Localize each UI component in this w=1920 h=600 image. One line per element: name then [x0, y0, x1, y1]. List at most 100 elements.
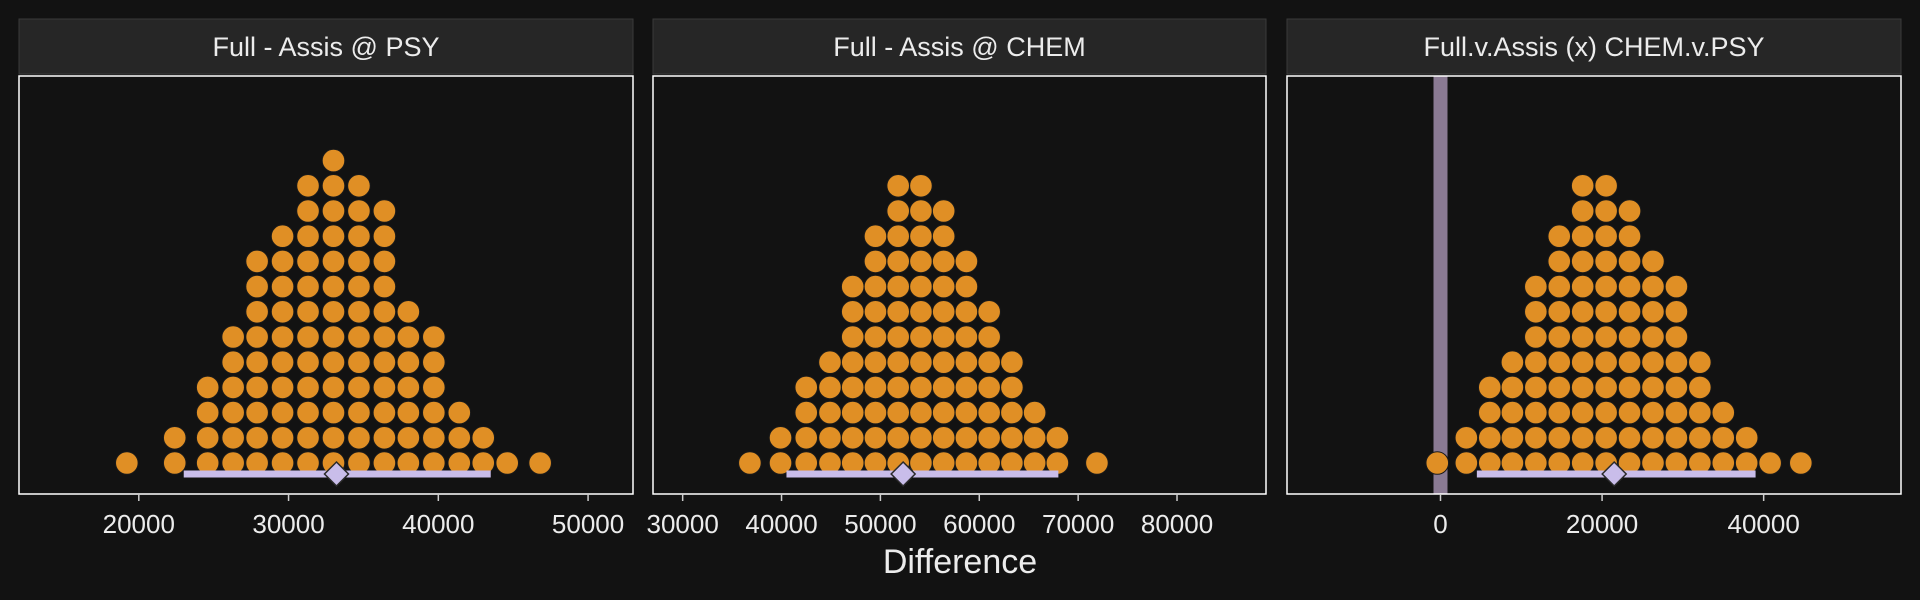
- dot: [1617, 224, 1642, 248]
- dot: [954, 426, 979, 450]
- dot: [977, 350, 1001, 375]
- dot: [1547, 325, 1572, 349]
- dot: [1688, 400, 1712, 425]
- dot: [296, 426, 320, 450]
- dot: [1617, 199, 1642, 223]
- dot: [818, 400, 842, 425]
- dot: [818, 375, 842, 400]
- dot: [245, 400, 269, 425]
- dot: [195, 375, 220, 400]
- dot: [863, 400, 888, 425]
- dot: [1477, 426, 1502, 450]
- dot: [270, 224, 295, 248]
- point-estimate-marker: [323, 460, 350, 488]
- dot: [909, 400, 933, 425]
- dot: [1425, 451, 1450, 475]
- dot: [321, 426, 346, 450]
- dot: [794, 375, 819, 400]
- dot: [977, 375, 1001, 400]
- dot: [1570, 350, 1595, 375]
- dot: [909, 249, 933, 274]
- dot: [1641, 300, 1665, 324]
- dot: [886, 375, 911, 400]
- dot: [1570, 224, 1595, 248]
- dot: [422, 350, 446, 375]
- dot: [768, 451, 793, 475]
- dot: [931, 350, 956, 375]
- dot: [372, 274, 397, 299]
- dot: [886, 174, 911, 198]
- x-tick-label: 0: [1433, 509, 1447, 539]
- panel-border: [652, 75, 1267, 495]
- dot: [372, 249, 397, 274]
- dot: [794, 400, 819, 425]
- dot: [909, 325, 933, 349]
- dot: [528, 451, 552, 475]
- dot: [954, 325, 979, 349]
- dot: [347, 199, 371, 223]
- dot: [195, 426, 220, 450]
- dot: [1789, 451, 1813, 475]
- dot: [245, 249, 269, 274]
- dot: [471, 426, 496, 450]
- dot: [931, 274, 956, 299]
- dot: [886, 350, 911, 375]
- dot: [1617, 350, 1642, 375]
- dot: [1594, 199, 1618, 223]
- dot: [768, 426, 793, 450]
- dot: [1524, 350, 1548, 375]
- dot: [886, 300, 911, 324]
- dot: [909, 224, 933, 248]
- dot: [1000, 400, 1024, 425]
- dot: [321, 224, 346, 248]
- panel-border: [18, 75, 634, 495]
- zero-reference-line: [1433, 76, 1448, 494]
- dot: [1500, 400, 1525, 425]
- dot: [863, 224, 888, 248]
- dot: [954, 249, 979, 274]
- dot: [422, 325, 446, 349]
- x-tick-label: 40000: [1728, 509, 1800, 539]
- dot: [270, 426, 295, 450]
- facet-panel: Full - Assis @ PSY 20000 30000 40000 50000: [18, 18, 634, 539]
- x-tick-label: 50000: [844, 509, 916, 539]
- dot: [221, 350, 245, 375]
- dot: [296, 224, 320, 248]
- dot: [396, 426, 421, 450]
- x-tick-label: 50000: [552, 509, 624, 539]
- dot: [195, 400, 220, 425]
- dot: [372, 325, 397, 349]
- x-axis-title: Difference: [883, 543, 1037, 581]
- dot: [321, 350, 346, 375]
- dot: [931, 325, 956, 349]
- dot: [1641, 375, 1665, 400]
- dot: [1524, 300, 1548, 324]
- dot: [396, 375, 421, 400]
- dot: [1022, 400, 1047, 425]
- dot: [840, 325, 865, 349]
- dot: [245, 274, 269, 299]
- dot: [1000, 426, 1024, 450]
- dot: [296, 274, 320, 299]
- x-tick-label: 40000: [402, 509, 474, 539]
- dot: [321, 375, 346, 400]
- dot: [977, 400, 1001, 425]
- dot: [1617, 274, 1642, 299]
- dot: [1594, 325, 1618, 349]
- dot: [321, 249, 346, 274]
- dot: [347, 325, 371, 349]
- dot: [863, 350, 888, 375]
- dot-stack-group: [738, 174, 1109, 475]
- dot: [1594, 224, 1618, 248]
- dot: [931, 224, 956, 248]
- dot: [1000, 350, 1024, 375]
- dot: [1547, 274, 1572, 299]
- dot: [977, 426, 1001, 450]
- dot: [1758, 451, 1782, 475]
- dot: [1664, 375, 1689, 400]
- dot: [1500, 426, 1525, 450]
- dot: [1664, 325, 1689, 349]
- dot: [1524, 400, 1548, 425]
- dot: [296, 249, 320, 274]
- dot: [886, 426, 911, 450]
